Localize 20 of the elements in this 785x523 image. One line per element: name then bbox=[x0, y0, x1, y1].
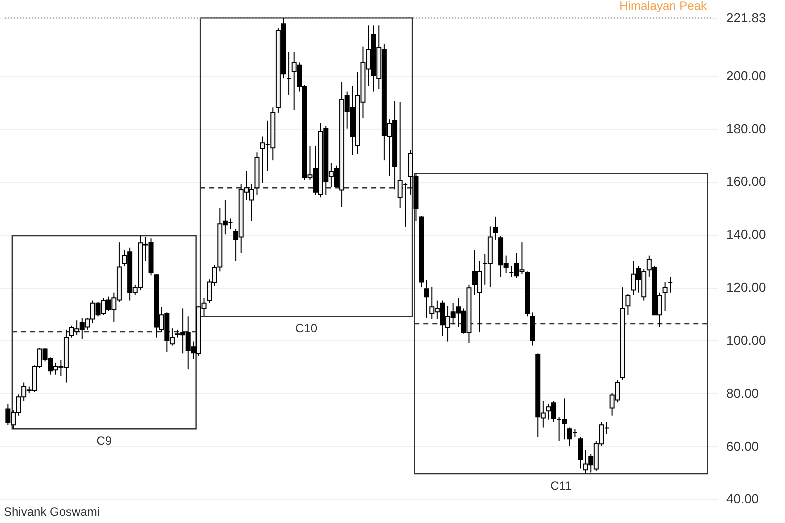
candlestick bbox=[578, 436, 584, 470]
candlestick bbox=[493, 216, 498, 240]
annotation: Shivank Goswami bbox=[4, 505, 100, 519]
annotation: C10 bbox=[296, 322, 318, 336]
y-tick-label: 221.83 bbox=[726, 10, 766, 26]
y-tick-label: 140.00 bbox=[726, 227, 766, 242]
y-tick-label: 40.00 bbox=[726, 492, 760, 507]
y-tick-label: 60.00 bbox=[726, 438, 760, 454]
annotation: C11 bbox=[550, 479, 572, 494]
y-tick-label: 200.00 bbox=[726, 68, 766, 84]
y-tick-label: 100.00 bbox=[726, 332, 766, 348]
ref-line-label: Himalayan Peak bbox=[620, 0, 708, 14]
y-tick-label: 120.00 bbox=[726, 280, 766, 296]
candlestick bbox=[424, 280, 430, 318]
candlestick bbox=[530, 312, 536, 346]
y-tick-label: 80.00 bbox=[726, 386, 760, 401]
y-tick-label: 180.00 bbox=[726, 121, 766, 136]
annotation: C9 bbox=[96, 434, 112, 448]
y-tick-label: 160.00 bbox=[726, 174, 766, 190]
candlestick bbox=[626, 294, 631, 316]
